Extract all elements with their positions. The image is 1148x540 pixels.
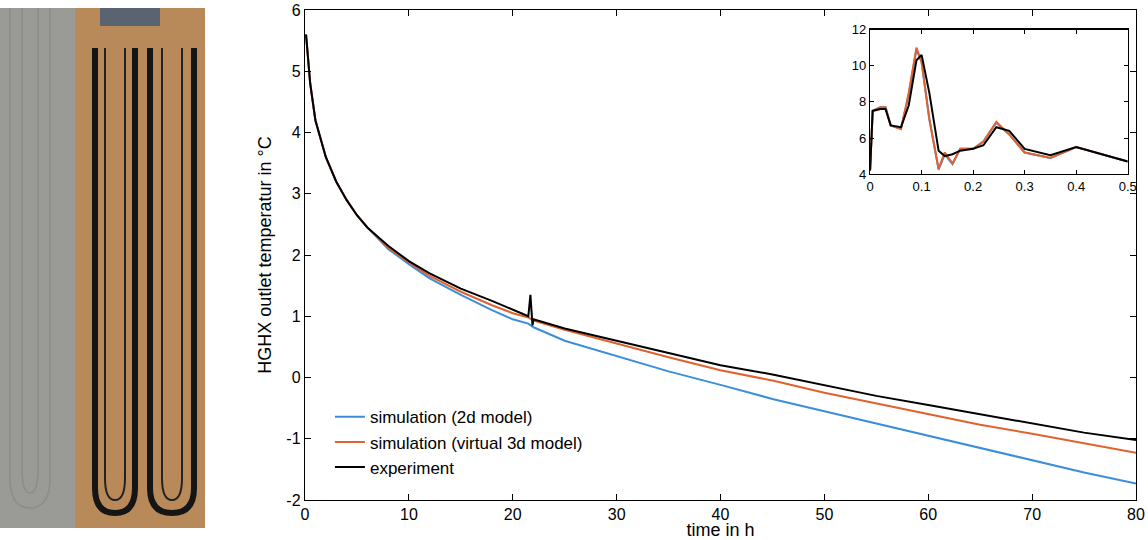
svg-text:12: 12 bbox=[852, 22, 866, 37]
svg-text:0: 0 bbox=[301, 506, 310, 523]
svg-text:30: 30 bbox=[608, 506, 626, 523]
svg-text:0: 0 bbox=[866, 179, 873, 194]
svg-text:3: 3 bbox=[292, 185, 301, 202]
svg-text:0.1: 0.1 bbox=[913, 179, 931, 194]
svg-text:6: 6 bbox=[859, 131, 866, 146]
svg-text:50: 50 bbox=[815, 506, 833, 523]
svg-text:time in h: time in h bbox=[686, 520, 754, 540]
svg-text:4: 4 bbox=[292, 124, 301, 141]
svg-text:simulation (2d model): simulation (2d model) bbox=[370, 408, 533, 427]
svg-text:60: 60 bbox=[919, 506, 937, 523]
svg-text:6: 6 bbox=[292, 2, 301, 19]
svg-text:2: 2 bbox=[292, 247, 301, 264]
svg-text:80: 80 bbox=[1127, 506, 1145, 523]
svg-text:0.4: 0.4 bbox=[1067, 179, 1085, 194]
svg-text:-2: -2 bbox=[286, 492, 300, 509]
svg-text:1: 1 bbox=[292, 308, 301, 325]
svg-text:simulation (virtual 3d model): simulation (virtual 3d model) bbox=[370, 434, 583, 453]
svg-text:10: 10 bbox=[400, 506, 418, 523]
svg-text:HGHX outlet temperatur in °C: HGHX outlet temperatur in °C bbox=[255, 136, 275, 373]
svg-text:10: 10 bbox=[852, 58, 866, 73]
svg-text:8: 8 bbox=[859, 94, 866, 109]
svg-text:20: 20 bbox=[504, 506, 522, 523]
svg-text:0.3: 0.3 bbox=[1016, 179, 1034, 194]
svg-text:5: 5 bbox=[292, 63, 301, 80]
svg-text:4: 4 bbox=[859, 167, 866, 182]
svg-text:experiment: experiment bbox=[370, 459, 454, 478]
svg-text:0.2: 0.2 bbox=[964, 179, 982, 194]
svg-text:-1: -1 bbox=[286, 430, 300, 447]
svg-text:0: 0 bbox=[292, 369, 301, 386]
svg-text:40: 40 bbox=[712, 506, 730, 523]
svg-text:70: 70 bbox=[1023, 506, 1041, 523]
svg-text:0.5: 0.5 bbox=[1119, 179, 1137, 194]
